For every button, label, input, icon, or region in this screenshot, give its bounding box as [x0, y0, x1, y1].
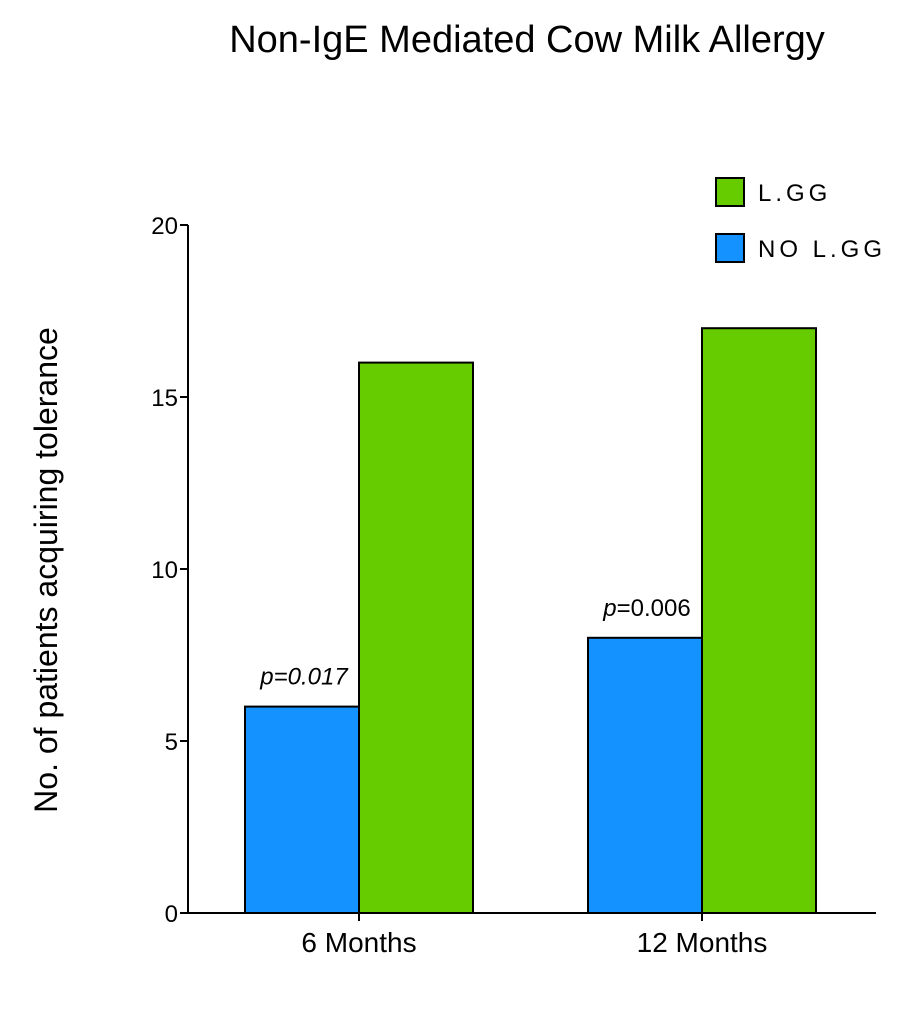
- bar-no-l-gg-12-months: [587, 636, 703, 914]
- p-value-text: =0.006: [617, 595, 691, 622]
- chart-title: Non-IgE Mediated Cow Milk Allergy: [229, 19, 825, 61]
- p-value-prefix: p: [259, 664, 273, 691]
- legend-label: NO L.GG: [758, 236, 886, 263]
- p-value-prefix: p: [602, 595, 616, 622]
- p-value-annotation: p=0.006: [602, 595, 690, 622]
- y-tick-label: 10: [151, 557, 178, 584]
- bar-l-gg-12-months: [701, 327, 817, 914]
- x-category-label: 6 Months: [301, 927, 416, 958]
- x-category-label: 12 Months: [637, 927, 768, 958]
- bar-l-gg-6-months: [358, 361, 474, 915]
- p-value-text: =0.017: [274, 664, 350, 691]
- p-value-annotation: p=0.017: [259, 664, 349, 691]
- y-tick-label: 15: [151, 385, 178, 412]
- legend: L.GG NO L.GG: [715, 177, 886, 263]
- legend-swatch: [715, 233, 745, 263]
- y-tick-label: 20: [151, 213, 178, 240]
- y-axis-label: No. of patients acquiring tolerance: [28, 327, 64, 813]
- legend-swatch: [715, 177, 745, 207]
- bar-no-l-gg-6-months: [244, 705, 360, 914]
- y-tick-label: 5: [165, 729, 178, 756]
- legend-label: L.GG: [758, 180, 831, 207]
- y-tick-label: 0: [165, 901, 178, 928]
